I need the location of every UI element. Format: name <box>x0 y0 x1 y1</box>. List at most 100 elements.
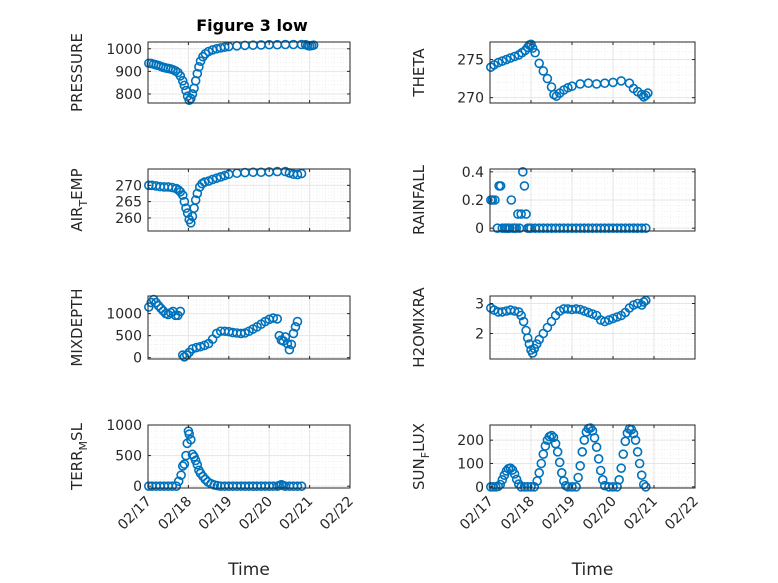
data-point <box>522 482 533 492</box>
y-tick-label: 500 <box>115 449 142 465</box>
plot-area <box>148 169 350 231</box>
data-point <box>636 223 647 233</box>
data-point <box>280 166 291 177</box>
data-point <box>536 458 547 469</box>
data-point <box>618 449 629 459</box>
panel-terrmsl: 0 500 1000 02/17 02/18 02/19 02/20 02/21 02/22 Ti… <box>68 418 357 580</box>
x-tick-label: 02/22 <box>662 494 702 534</box>
data-point <box>628 428 639 439</box>
y-axis-label: H2OMIXRA <box>410 287 428 368</box>
data-point <box>171 481 182 491</box>
data-point <box>640 482 651 492</box>
data-point <box>591 442 602 452</box>
axes-box <box>147 41 351 104</box>
y-tick-label: 1000 <box>106 418 142 434</box>
y-tick-label: 0.2 <box>462 193 484 209</box>
y-tick-label: 800 <box>115 87 142 103</box>
y-axis-label: THETA <box>410 48 428 98</box>
data-point <box>282 338 293 349</box>
panel-h2omixra: 2 3 H2OMIXRA <box>410 287 696 368</box>
figure-title: Figure 3 low <box>196 16 308 35</box>
data-point <box>608 482 618 492</box>
data-point <box>589 433 600 443</box>
data-point <box>167 481 178 491</box>
data-point <box>632 298 643 309</box>
data-point <box>219 42 230 53</box>
data-point <box>493 481 504 492</box>
data-point <box>173 476 184 487</box>
data-point <box>597 475 608 485</box>
data-point <box>516 310 526 321</box>
y-tick-label: 0 <box>133 351 142 367</box>
y-tick-label: 1000 <box>106 42 142 58</box>
data-point <box>632 447 643 457</box>
panel-pressure: 800 900 1000 PRESSURE <box>68 33 351 112</box>
data-point <box>192 68 203 79</box>
data-point <box>527 348 538 358</box>
data-point <box>290 322 301 332</box>
panel-theta: 270 275 THETA <box>410 39 696 107</box>
data-point <box>186 434 196 445</box>
y-tick-label: 2 <box>475 327 484 343</box>
data-point <box>526 482 536 492</box>
data-point <box>554 457 565 468</box>
x-tick-label: 02/21 <box>277 494 317 534</box>
data-point <box>215 172 226 182</box>
data-point <box>522 333 533 343</box>
data-point <box>587 309 598 319</box>
data-point <box>530 47 540 58</box>
panel-sunflux: 0 100 200 02/17 02/18 02/19 02/20 02/21 02/22 Tim… <box>410 423 702 580</box>
x-axis-label: Time <box>227 560 270 580</box>
y-tick-label: 0.4 <box>462 165 484 181</box>
data-point <box>511 474 522 485</box>
axes-box <box>147 295 351 360</box>
data-point <box>175 306 186 317</box>
y-tick-label: 270 <box>457 91 484 107</box>
y-tick-label: 260 <box>115 211 142 227</box>
data-point <box>153 300 164 311</box>
y-axis-label: AIRTEMP <box>68 168 90 231</box>
y-tick-label: 500 <box>115 329 142 345</box>
data-point <box>548 432 559 443</box>
data-point <box>195 341 206 352</box>
y-tick-label: 275 <box>457 53 484 69</box>
data-point <box>509 469 520 479</box>
data-point <box>567 482 577 492</box>
data-point <box>296 168 307 179</box>
data-point <box>527 43 538 53</box>
x-axis-label: Time <box>571 560 614 580</box>
data-point <box>272 314 283 324</box>
data-point <box>286 339 297 350</box>
data-point <box>187 89 198 99</box>
data-point <box>192 459 203 470</box>
data-point <box>573 472 583 483</box>
x-tick-label: 02/19 <box>539 494 579 534</box>
data-point <box>190 195 201 205</box>
data-point <box>292 169 303 180</box>
data-point <box>552 447 563 457</box>
data-point <box>575 304 586 315</box>
data-point <box>179 459 190 469</box>
x-tick-label: 02/20 <box>580 494 620 534</box>
data-point <box>495 181 506 191</box>
y-tick-label: 0 <box>475 480 484 496</box>
data-point <box>521 209 531 219</box>
y-tick-label: 0 <box>475 221 484 237</box>
data-point <box>190 455 201 466</box>
data-point <box>540 441 551 451</box>
data-point <box>284 344 295 355</box>
data-point <box>497 475 508 485</box>
data-point <box>640 90 651 101</box>
x-tick-label: 02/17 <box>457 494 497 534</box>
y-tick-label: 100 <box>457 457 484 473</box>
data-point <box>519 482 530 492</box>
data-point <box>583 307 594 318</box>
data-point <box>211 173 222 183</box>
y-tick-label: 200 <box>457 433 484 449</box>
data-point <box>186 218 196 228</box>
data-point <box>534 468 545 478</box>
axes-box <box>489 41 696 104</box>
data-point <box>179 80 190 91</box>
data-point <box>640 223 651 233</box>
